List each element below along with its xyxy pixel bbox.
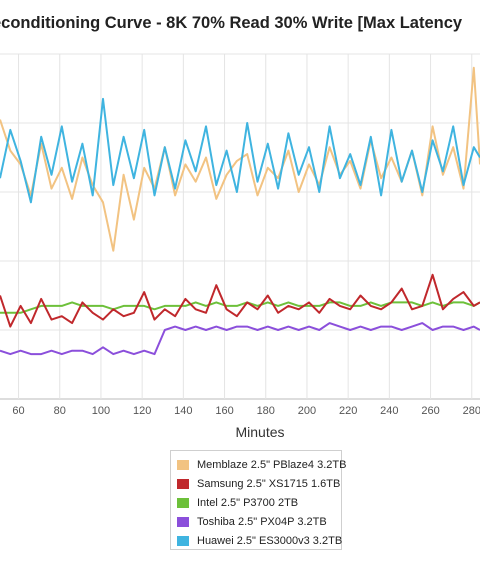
legend-item[interactable]: Memblaze 2.5" PBlaze4 3.2TB [177,455,346,474]
legend-swatch [177,497,189,508]
x-tick-label: 60 [12,405,24,417]
x-tick-label: 80 [54,405,66,417]
x-tick-label: 280 [463,405,480,417]
x-tick-label: 260 [421,405,439,417]
legend-swatch [177,459,189,470]
series-line-0 [0,66,480,252]
legend-label: Intel 2.5" P3700 2TB [197,496,299,509]
series-line-4 [0,97,480,204]
legend-label: Samsung 2.5" XS1715 1.6TB [197,477,341,490]
legend-item[interactable]: Huawei 2.5" ES3000v3 3.2TB [177,531,343,550]
series-layer [0,66,480,356]
chart-plot: 60 80 100 120 140 160 180 200 220 240 260 280 [0,53,480,417]
legend-label: Huawei 2.5" ES3000v3 3.2TB [197,534,343,547]
x-tick-label: 180 [257,405,275,417]
x-axis-label: Minutes [235,424,285,440]
legend-swatch [177,516,189,527]
series-line-1 [0,273,480,328]
x-tick-label: 100 [92,405,110,417]
legend-item[interactable]: Samsung 2.5" XS1715 1.6TB [177,474,341,493]
legend-swatch [177,478,189,489]
legend-label: Memblaze 2.5" PBlaze4 3.2TB [197,458,347,471]
legend: Memblaze 2.5" PBlaze4 3.2TB Samsung 2.5" … [170,450,346,550]
x-tick-label: 140 [174,405,192,417]
legend-label: Toshiba 2.5" PX04P 3.2TB [197,515,327,528]
x-tick-label: 160 [215,405,233,417]
grid [0,53,480,400]
chart-title: econditioning Curve - 8K 70% Read 30% Wr… [0,14,463,32]
x-tick-label: 220 [339,405,357,417]
x-tick-label: 200 [298,405,316,417]
x-tick-label: 240 [380,405,398,417]
x-axis-ticks: 60 80 100 120 140 160 180 200 220 240 260 280 [12,405,480,417]
x-tick-label: 120 [133,405,151,417]
legend-item[interactable]: Toshiba 2.5" PX04P 3.2TB [177,512,341,531]
series-line-3 [0,322,480,356]
legend-swatch [177,535,189,546]
legend-item[interactable]: Intel 2.5" P3700 2TB [177,493,341,512]
